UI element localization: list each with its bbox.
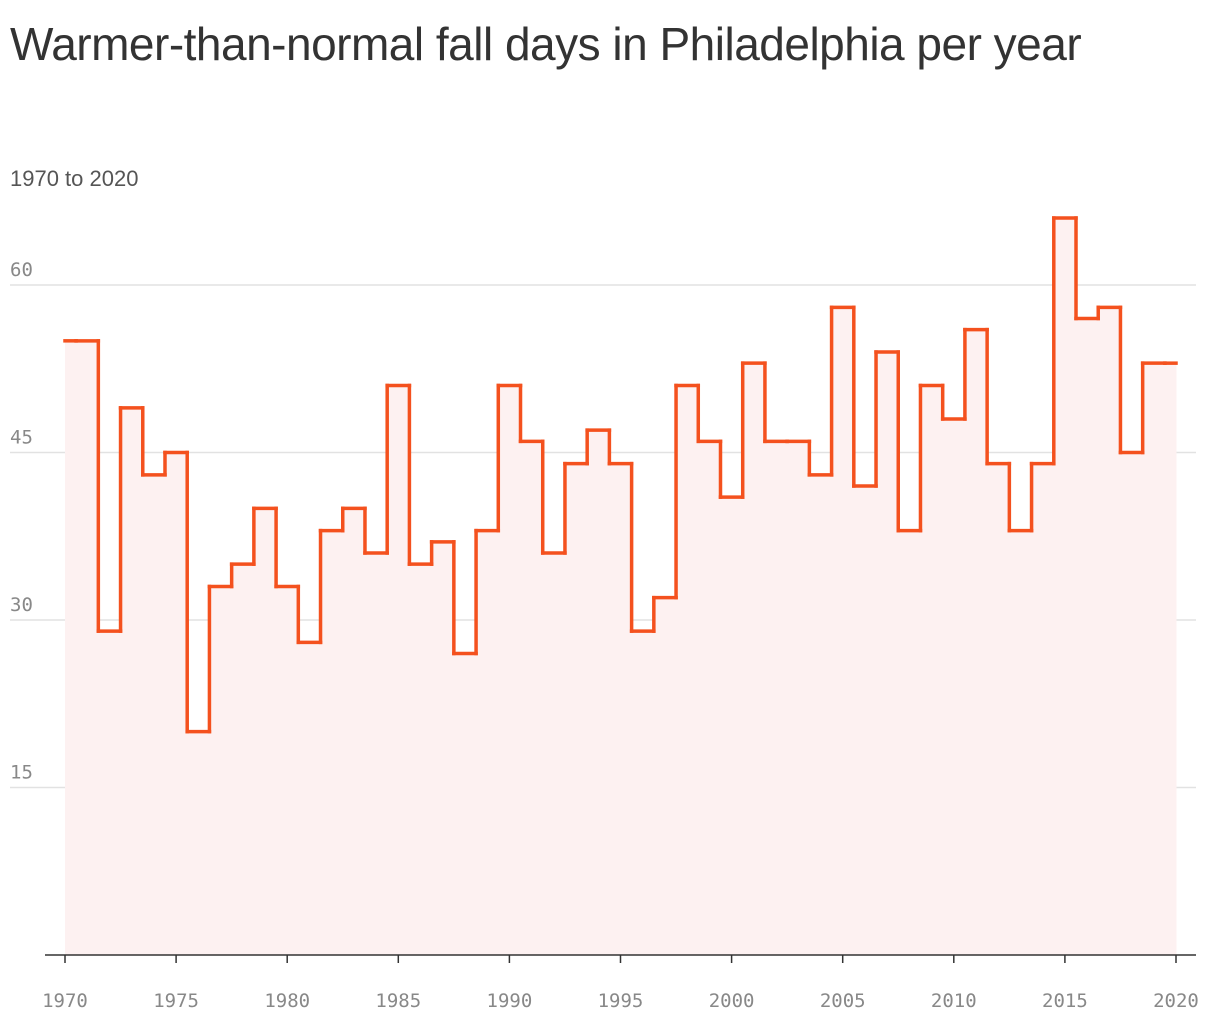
x-tick-label: 1970 bbox=[42, 990, 88, 1012]
area-step bbox=[1009, 530, 1033, 955]
area-step bbox=[876, 352, 899, 955]
area-step bbox=[698, 441, 721, 955]
area-step bbox=[65, 340, 77, 955]
area-step bbox=[120, 407, 144, 955]
area-step bbox=[1031, 463, 1055, 955]
area-step bbox=[431, 541, 455, 955]
area-step bbox=[676, 385, 699, 955]
area-step bbox=[1120, 452, 1144, 955]
area-step bbox=[142, 474, 166, 955]
y-tick-label: 15 bbox=[10, 762, 33, 784]
area-step bbox=[564, 463, 588, 955]
area-step bbox=[920, 385, 944, 955]
area-step bbox=[853, 486, 877, 955]
area-step bbox=[320, 530, 344, 955]
area-step bbox=[520, 441, 544, 955]
area-step bbox=[787, 441, 810, 955]
x-tick-label: 1995 bbox=[598, 990, 644, 1012]
area-step bbox=[1053, 218, 1077, 955]
area-step bbox=[364, 553, 388, 955]
area-step bbox=[187, 731, 210, 955]
x-tick-label: 2010 bbox=[931, 990, 977, 1012]
area-step bbox=[1164, 363, 1177, 956]
area-step bbox=[542, 553, 566, 955]
area-step bbox=[453, 653, 477, 955]
x-tick-label: 2005 bbox=[820, 990, 866, 1012]
x-tick-label: 2020 bbox=[1153, 990, 1199, 1012]
area-step bbox=[476, 530, 499, 955]
area-step bbox=[764, 441, 788, 955]
x-tick-label: 1985 bbox=[375, 990, 421, 1012]
x-tick-label: 2015 bbox=[1042, 990, 1088, 1012]
area-step bbox=[231, 564, 255, 955]
area-step bbox=[276, 586, 299, 955]
area-step bbox=[1142, 363, 1166, 956]
x-tick-label: 1975 bbox=[153, 990, 199, 1012]
area-step bbox=[164, 452, 188, 955]
x-tick-label: 1980 bbox=[264, 990, 310, 1012]
y-tick-label: 60 bbox=[10, 259, 33, 281]
area-step bbox=[987, 463, 1010, 955]
area-step bbox=[809, 474, 833, 955]
x-tick-label: 2000 bbox=[709, 990, 755, 1012]
area-step bbox=[1098, 307, 1121, 955]
area-step bbox=[831, 307, 855, 955]
area-step bbox=[742, 363, 766, 956]
area-step bbox=[720, 497, 744, 955]
area-step bbox=[298, 642, 322, 955]
area-step bbox=[498, 385, 522, 955]
area-step bbox=[76, 340, 99, 955]
area-step bbox=[1076, 318, 1099, 955]
y-tick-label: 30 bbox=[10, 594, 33, 616]
area-step bbox=[653, 597, 677, 955]
area-step bbox=[387, 385, 410, 955]
x-tick-label: 1990 bbox=[487, 990, 533, 1012]
chart-title: Warmer-than-normal fall days in Philadel… bbox=[10, 18, 1082, 70]
area-step bbox=[98, 631, 122, 955]
area-step bbox=[964, 329, 988, 956]
y-tick-label: 45 bbox=[10, 427, 33, 449]
area-step bbox=[342, 508, 366, 955]
area-step bbox=[898, 530, 921, 955]
area-step bbox=[942, 419, 966, 955]
chart-subtitle: 1970 to 2020 bbox=[10, 166, 139, 191]
area-step bbox=[409, 564, 433, 955]
area-step bbox=[209, 586, 233, 955]
area-step bbox=[631, 631, 655, 955]
area-step bbox=[587, 430, 610, 956]
area-step bbox=[609, 463, 633, 955]
area-step bbox=[253, 508, 277, 955]
